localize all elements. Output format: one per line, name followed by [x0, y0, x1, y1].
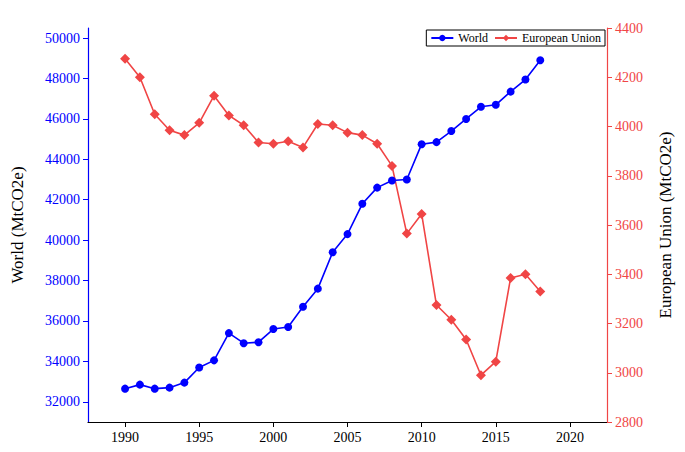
svg-text:40000: 40000 — [45, 233, 80, 248]
svg-text:European Union: European Union — [522, 31, 601, 45]
svg-text:4000: 4000 — [615, 119, 643, 134]
svg-text:1990: 1990 — [111, 430, 139, 445]
svg-text:1995: 1995 — [185, 430, 213, 445]
svg-text:38000: 38000 — [45, 273, 80, 288]
svg-text:4400: 4400 — [615, 21, 643, 36]
svg-text:2015: 2015 — [482, 430, 510, 445]
svg-text:2005: 2005 — [334, 430, 362, 445]
svg-text:3600: 3600 — [615, 218, 643, 233]
svg-text:3800: 3800 — [615, 168, 643, 183]
svg-text:3400: 3400 — [615, 267, 643, 282]
svg-text:36000: 36000 — [45, 313, 80, 328]
svg-text:2000: 2000 — [259, 430, 287, 445]
svg-text:42000: 42000 — [45, 192, 80, 207]
svg-text:World: World — [458, 31, 488, 45]
svg-text:European Union (MtCO2e): European Union (MtCO2e) — [656, 132, 675, 319]
svg-text:34000: 34000 — [45, 354, 80, 369]
svg-text:World (MtCO2e): World (MtCO2e) — [8, 166, 27, 283]
svg-text:48000: 48000 — [45, 71, 80, 86]
svg-text:2020: 2020 — [556, 430, 584, 445]
svg-text:3200: 3200 — [615, 316, 643, 331]
svg-text:50000: 50000 — [45, 31, 80, 46]
svg-text:46000: 46000 — [45, 111, 80, 126]
svg-text:44000: 44000 — [45, 152, 80, 167]
svg-text:4200: 4200 — [615, 70, 643, 85]
svg-text:2800: 2800 — [615, 415, 643, 430]
svg-text:32000: 32000 — [45, 394, 80, 409]
svg-text:2010: 2010 — [408, 430, 436, 445]
svg-text:3000: 3000 — [615, 365, 643, 380]
